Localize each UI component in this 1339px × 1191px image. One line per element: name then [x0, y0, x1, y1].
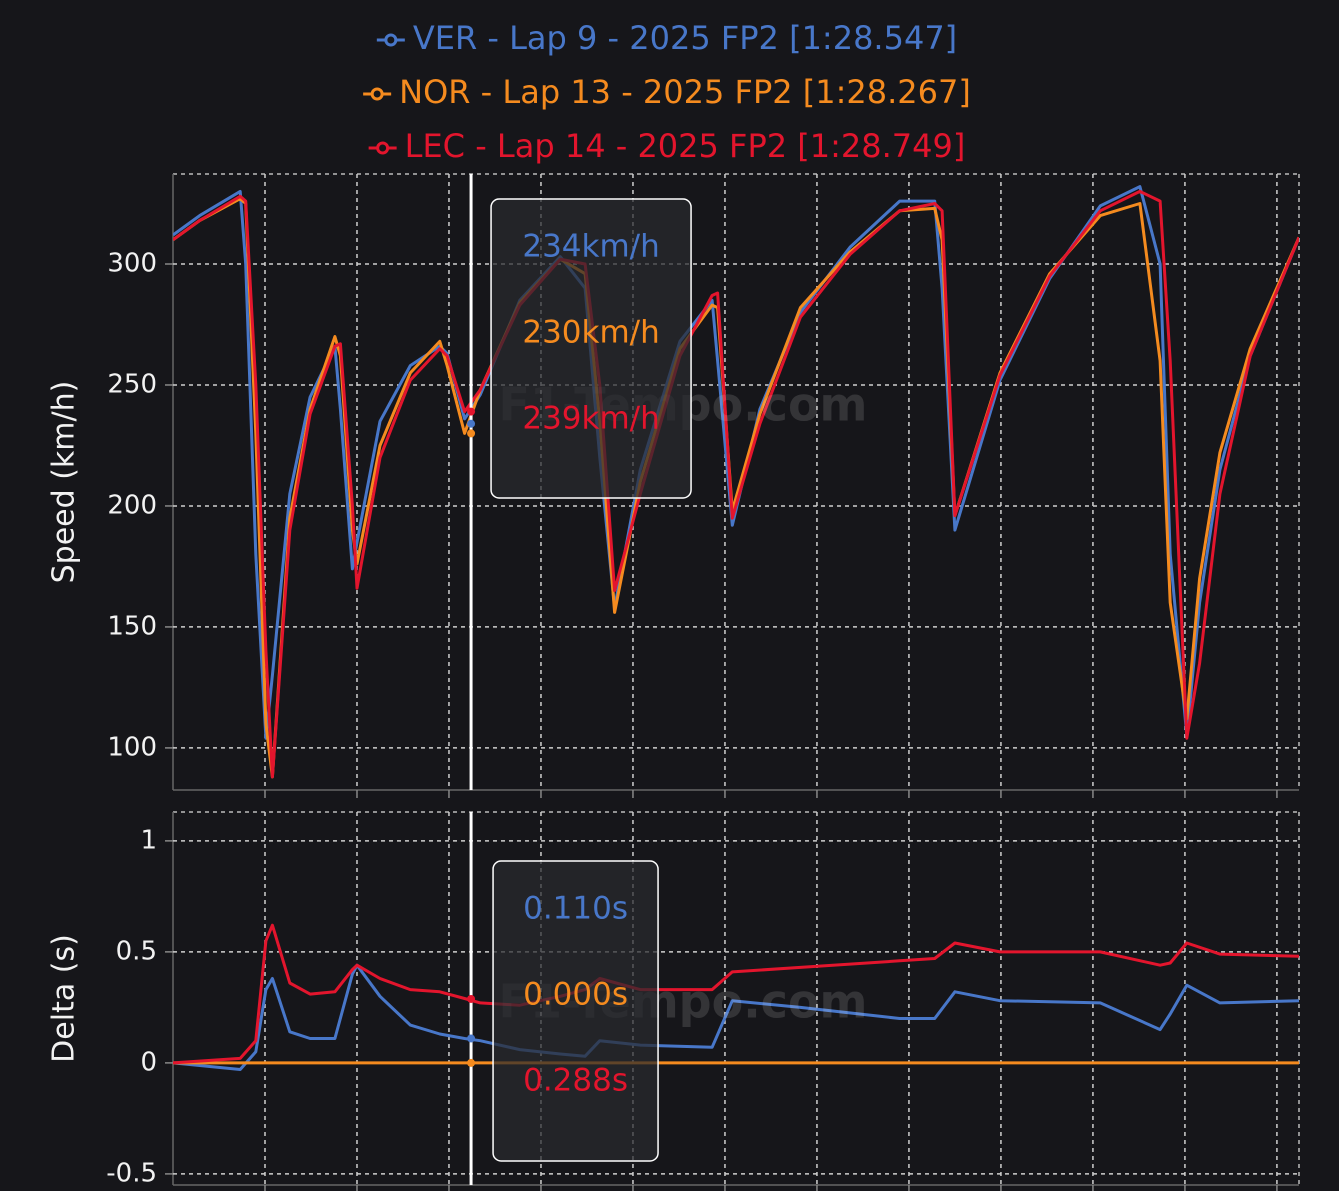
tooltip-value: 0.288s: [523, 1063, 628, 1099]
legend-marker: [384, 33, 398, 47]
hover-point: [467, 1058, 476, 1067]
y-tick-label: -0.5: [106, 1158, 157, 1188]
tooltip-value: 230km/h: [522, 315, 659, 351]
hover-point: [467, 994, 476, 1003]
legend-marker: [376, 141, 390, 155]
hover-point: [467, 429, 476, 438]
y-axis-label: Speed (km/h): [47, 381, 82, 584]
y-tick-label: 250: [107, 369, 157, 399]
y-tick-label: 150: [107, 611, 157, 641]
hover-point: [467, 419, 476, 428]
y-tick-label: 0.5: [116, 936, 157, 966]
tooltip-value: 0.110s: [523, 891, 628, 927]
tooltip-box: [492, 860, 659, 1162]
legend-marker: [370, 87, 384, 101]
legend-label: VER - Lap 9 - 2025 FP2 [1:28.547]: [413, 19, 957, 57]
y-tick-label: 300: [107, 249, 157, 279]
y-axis-label: Delta (s): [47, 934, 82, 1063]
legend-label: LEC - Lap 14 - 2025 FP2 [1:28.749]: [405, 127, 966, 165]
hover-point: [467, 1034, 476, 1043]
tooltip-value: 234km/h: [522, 229, 659, 265]
y-tick-label: 100: [107, 732, 157, 762]
y-tick-label: 1: [140, 825, 157, 855]
y-tick-label: 200: [107, 490, 157, 520]
y-tick-label: 0: [140, 1047, 157, 1077]
legend-label: NOR - Lap 13 - 2025 FP2 [1:28.267]: [399, 73, 971, 111]
series-line: [173, 189, 1299, 779]
hover-point: [467, 407, 476, 416]
tooltip-value: 0.000s: [523, 977, 628, 1013]
plot-area: [173, 185, 1299, 779]
tooltip-box: [490, 198, 692, 499]
tooltip-value: 239km/h: [522, 401, 659, 437]
